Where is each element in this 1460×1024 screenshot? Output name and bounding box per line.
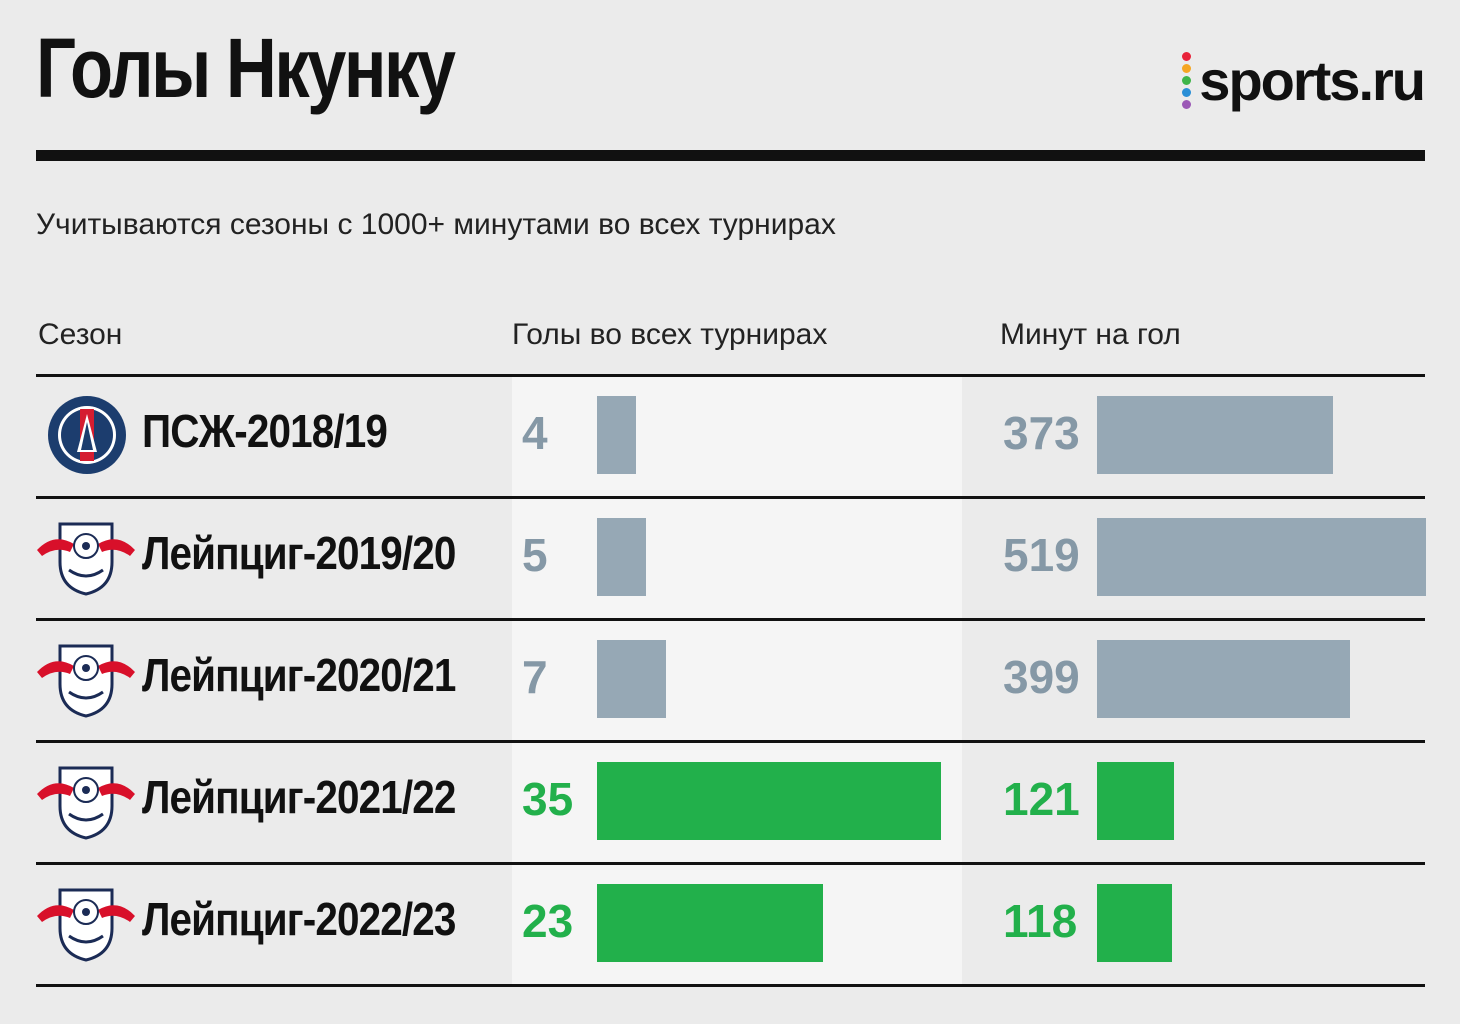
minutes-per-goal-value-label: 121: [1003, 773, 1080, 825]
logo-dot: [1182, 87, 1192, 97]
rb-leipzig-crest-icon: [36, 638, 136, 720]
column-header-goals: Голы во всех турнирах: [512, 318, 828, 351]
season-label: Лейпциг-2019/20: [142, 527, 456, 579]
psg-crest-icon: [46, 394, 146, 476]
goals-value-label: 5: [522, 529, 548, 581]
logo-dot: [1182, 63, 1192, 73]
row-divider: [36, 496, 1425, 499]
table-row: Лейпциг-2021/22 35 121: [0, 742, 1460, 862]
goals-bar: [597, 762, 941, 840]
minutes-per-goal-bar: [1097, 884, 1172, 962]
header-divider: [36, 150, 1425, 161]
logo-dots-icon: [1182, 51, 1192, 109]
minutes-per-goal-bar: [1097, 396, 1333, 474]
goals-value-label: 23: [522, 895, 574, 947]
logo-dot: [1182, 99, 1192, 109]
rb-leipzig-crest-icon: [36, 516, 136, 598]
goals-value-label: 4: [522, 407, 548, 459]
goals-value-label: 35: [522, 773, 574, 825]
sports-ru-logo: sports.ru: [1182, 44, 1426, 116]
table-row: Лейпциг-2019/20 5 519: [0, 498, 1460, 618]
row-divider: [36, 984, 1425, 987]
column-header-season: Сезон: [38, 318, 123, 351]
minutes-per-goal-value-label: 519: [1003, 529, 1080, 581]
goals-bar: [597, 884, 823, 962]
chart-subtitle: Учитываются сезоны с 1000+ минутами во в…: [36, 208, 836, 241]
minutes-per-goal-bar: [1097, 640, 1350, 718]
season-label: ПСЖ-2018/19: [142, 405, 388, 457]
column-header-minutes: Минут на гол: [1000, 318, 1181, 351]
minutes-per-goal-value-label: 399: [1003, 651, 1080, 703]
logo-dot: [1182, 51, 1192, 61]
minutes-per-goal-value-label: 373: [1003, 407, 1080, 459]
minutes-per-goal-bar: [1097, 518, 1426, 596]
minutes-per-goal-bar: [1097, 762, 1174, 840]
row-divider: [36, 862, 1425, 865]
chart-title: Голы Нкунку: [36, 21, 456, 115]
table-row: ПСЖ-2018/19 4 373: [0, 376, 1460, 496]
table-row: Лейпциг-2022/23 23 118: [0, 864, 1460, 984]
goals-bar: [597, 640, 666, 718]
logo-text: sports.ru: [1199, 48, 1426, 112]
table-row: Лейпциг-2020/21 7 399: [0, 620, 1460, 740]
row-divider: [36, 374, 1425, 377]
row-divider: [36, 740, 1425, 743]
goals-value-label: 7: [522, 651, 548, 703]
goals-bar: [597, 518, 646, 596]
rb-leipzig-crest-icon: [36, 882, 136, 964]
season-label: Лейпциг-2022/23: [142, 893, 456, 945]
season-label: Лейпциг-2021/22: [142, 771, 456, 823]
minutes-per-goal-value-label: 118: [1003, 895, 1078, 947]
rb-leipzig-crest-icon: [36, 760, 136, 842]
row-divider: [36, 618, 1425, 621]
goals-bar: [597, 396, 636, 474]
logo-dot: [1182, 75, 1192, 85]
season-label: Лейпциг-2020/21: [142, 649, 456, 701]
